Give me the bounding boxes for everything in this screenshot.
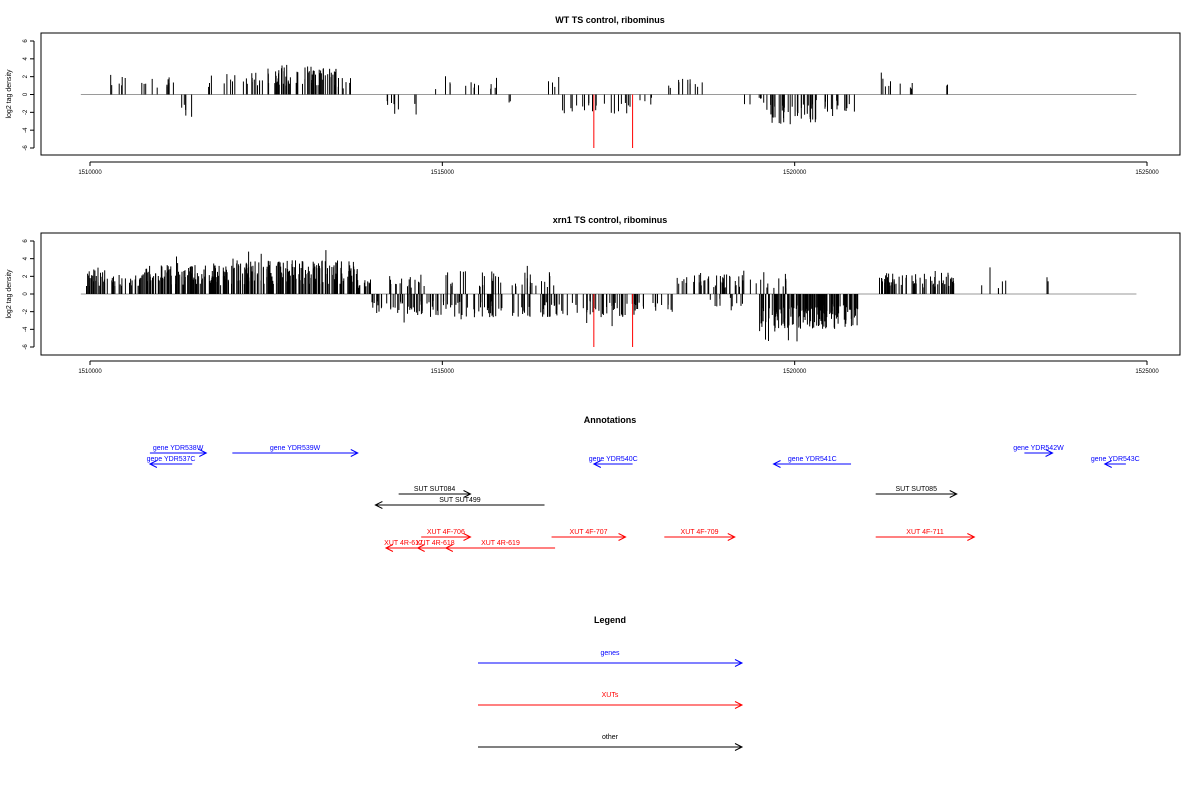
xrn1-x-axis: 1510000 1515000 1520000 1525000 — [78, 360, 1159, 375]
annotations-title: Annotations — [584, 415, 637, 425]
xrn1-plot-frame — [40, 232, 1181, 356]
xrn1-highlight-bars — [593, 294, 634, 347]
feature-arrow — [772, 460, 852, 468]
feature-label: SUT SUT084 — [414, 486, 456, 493]
xrn1-y-tick-label: 2 — [23, 274, 29, 278]
xrn1-track-panel: xrn1 TS control, ribominus log2 tag dens… — [6, 215, 1181, 375]
feature-label: XUT 4F-707 — [570, 529, 608, 536]
wt-x-tick-label: 1525000 — [1135, 170, 1159, 176]
legend-items: genes XUTs other — [478, 650, 744, 751]
wt-x-tick-label: 1510000 — [78, 170, 102, 176]
feature-label: SUT SUT085 — [895, 486, 937, 493]
feature-arrow — [875, 490, 958, 498]
wt-highlight-bars — [593, 94, 634, 148]
feature-arrow — [664, 533, 736, 541]
xrn1-track-title: xrn1 TS control, ribominus — [553, 215, 668, 225]
xrn1-x-tick-label: 1515000 — [431, 369, 455, 375]
feature-label: XUT 4F-709 — [681, 529, 719, 536]
feature-label: gene YDR539W — [270, 445, 321, 452]
xrn1-x-tick-label: 1525000 — [1135, 369, 1159, 375]
feature-arrow — [384, 544, 422, 552]
legend-arrow — [478, 743, 744, 751]
feature-label: XUT 4R-618 — [416, 540, 455, 547]
wt-bars — [110, 64, 948, 125]
wt-y-tick-label: -4 — [23, 127, 29, 133]
feature-arrow — [444, 544, 556, 552]
feature-arrow — [149, 449, 208, 457]
xrn1-y-axis: -6 -4 -2 0 2 4 6 — [23, 239, 35, 350]
xrn1-y-tick-label: -6 — [23, 344, 29, 350]
xrn1-x-tick-label: 1520000 — [783, 369, 807, 375]
feature-arrow — [875, 533, 976, 541]
feature-arrow — [421, 533, 472, 541]
wt-y-tick-label: -2 — [23, 109, 29, 115]
wt-x-axis: 1510000 1515000 1520000 1525000 — [78, 161, 1159, 176]
feature-label: XUT 4F-711 — [906, 529, 944, 536]
legend-label: other — [602, 734, 619, 741]
wt-y-axis-label: log2 tag density — [6, 69, 13, 119]
feature-arrow — [374, 501, 545, 509]
feature-label: gene YDR538W — [153, 445, 204, 452]
feature-label: SUT SUT499 — [439, 497, 481, 504]
wt-y-axis: -6 -4 -2 0 2 4 6 — [23, 39, 35, 151]
feature-label: XUT 4F-706 — [427, 529, 465, 536]
xrn1-y-tick-label: 4 — [23, 256, 29, 260]
legend-label: XUTs — [602, 692, 619, 699]
xrn1-y-tick-label: -2 — [23, 308, 29, 314]
feature-arrow — [1103, 460, 1126, 468]
xrn1-y-tick-label: -4 — [23, 326, 29, 332]
legend-panel: Legend genes XUTs other — [478, 615, 744, 751]
feature-label: XUT 4R-619 — [481, 540, 520, 547]
xrn1-bars — [86, 250, 1049, 342]
xrn1-y-tick-label: 0 — [23, 292, 29, 296]
wt-y-tick-label: 6 — [23, 39, 29, 43]
feature-arrow — [1024, 449, 1054, 457]
feature-label: gene YDR542W — [1013, 445, 1064, 452]
legend-label: genes — [600, 650, 620, 657]
xrn1-x-tick-label: 1510000 — [78, 369, 102, 375]
feature-arrow — [398, 490, 472, 498]
annotation-features: gene YDR538W gene YDR537C gene YDR539W gene… — [147, 445, 1140, 552]
feature-label: gene YDR537C — [147, 456, 196, 463]
xrn1-y-axis-label: log2 tag density — [6, 269, 13, 319]
legend-arrow — [478, 701, 744, 709]
feature-arrow — [148, 460, 193, 468]
wt-y-tick-label: 4 — [23, 57, 29, 61]
wt-x-tick-label: 1515000 — [431, 170, 455, 176]
feature-label: gene YDR540C — [589, 456, 638, 463]
wt-track-title: WT TS control, ribominus — [555, 15, 665, 25]
legend-arrow — [478, 659, 744, 667]
feature-label: gene YDR543C — [1091, 456, 1140, 463]
feature-label: gene YDR541C — [788, 456, 837, 463]
wt-x-tick-label: 1520000 — [783, 170, 807, 176]
feature-arrow — [592, 460, 633, 468]
wt-plot-frame — [40, 32, 1181, 156]
wt-y-tick-label: -6 — [23, 145, 29, 151]
feature-arrow — [551, 533, 627, 541]
feature-label: XUT 4R-617 — [384, 540, 423, 547]
legend-title: Legend — [594, 615, 626, 625]
xrn1-y-tick-label: 6 — [23, 239, 29, 243]
wt-y-tick-label: 0 — [23, 92, 29, 96]
feature-arrow — [232, 449, 359, 457]
wt-track-panel: WT TS control, ribominus log2 tag densit… — [6, 15, 1181, 176]
wt-y-tick-label: 2 — [23, 74, 29, 78]
